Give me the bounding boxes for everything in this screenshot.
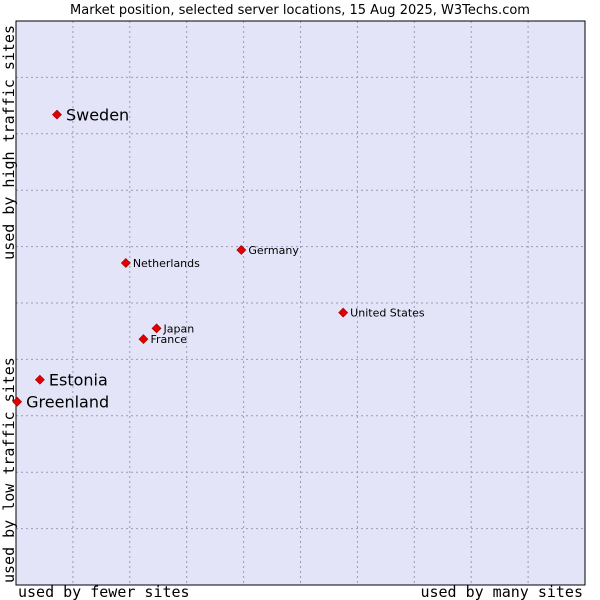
y-axis-label-bottom: used by low traffic sites bbox=[0, 357, 18, 583]
chart-title: Market position, selected server locatio… bbox=[70, 3, 530, 18]
point-marker bbox=[151, 323, 162, 334]
grid-lines bbox=[16, 21, 585, 585]
x-axis-label-right: used by many sites bbox=[420, 583, 583, 600]
point-label: France bbox=[150, 333, 187, 346]
point-marker bbox=[34, 374, 45, 385]
point-france: France bbox=[138, 333, 187, 346]
point-germany: Germany bbox=[236, 244, 299, 257]
point-marker bbox=[338, 307, 349, 318]
point-marker bbox=[120, 258, 131, 268]
point-netherlands: Netherlands bbox=[120, 257, 200, 270]
point-label: United States bbox=[350, 307, 425, 320]
plot-border bbox=[15, 20, 586, 586]
point-marker bbox=[236, 245, 247, 255]
x-axis-label-left: used by fewer sites bbox=[18, 583, 190, 600]
point-sweden: Sweden bbox=[52, 106, 129, 125]
point-estonia: Estonia bbox=[34, 371, 108, 390]
point-greenland: Greenland bbox=[12, 393, 109, 412]
point-marker bbox=[52, 109, 62, 120]
point-united-states: United States bbox=[338, 307, 425, 320]
point-label: Netherlands bbox=[133, 257, 200, 270]
point-marker bbox=[12, 396, 23, 407]
point-marker bbox=[138, 334, 149, 345]
point-label: Estonia bbox=[49, 371, 108, 390]
point-label: Greenland bbox=[26, 393, 109, 412]
point-japan: Japan bbox=[151, 322, 195, 335]
point-label: Japan bbox=[163, 322, 195, 335]
y-axis-label-top: used by high traffic sites bbox=[0, 25, 18, 260]
point-label: Sweden bbox=[66, 106, 129, 125]
point-label: Germany bbox=[248, 244, 299, 257]
data-points: Sweden Germany Netherlands United States Jap… bbox=[12, 106, 425, 412]
